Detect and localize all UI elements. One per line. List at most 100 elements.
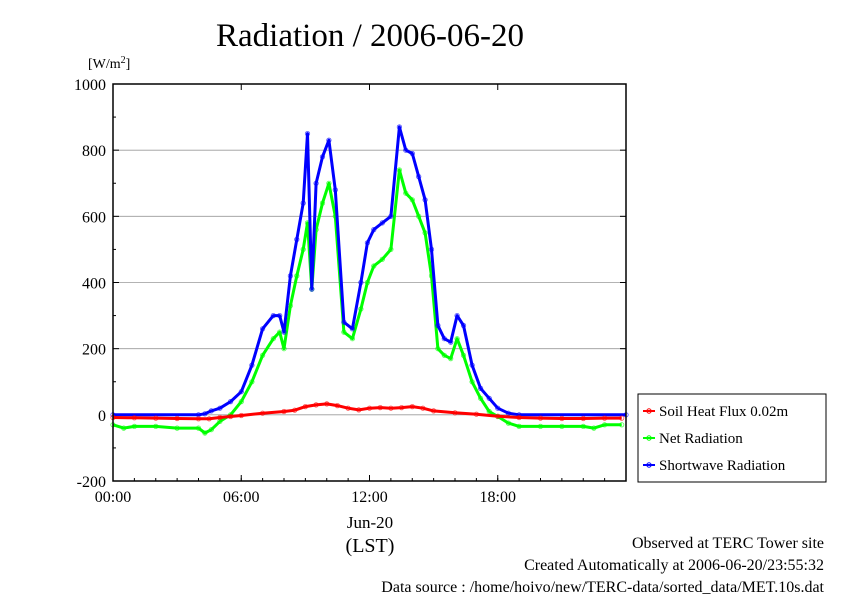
legend: Soil Heat Flux 0.02m Net Radiation Shortwa…	[637, 393, 827, 483]
data-point-net-radiation	[326, 180, 332, 186]
data-point-shortwave-radiation	[270, 312, 276, 319]
data-point-shortwave-radiation	[469, 362, 475, 368]
y-tick-label: 800	[82, 143, 106, 160]
data-point-net-radiation	[477, 395, 484, 401]
data-point-shortwave-radiation	[486, 395, 492, 401]
legend-marker-net-radiation	[646, 435, 652, 441]
data-point-shortwave-radiation	[349, 326, 355, 332]
data-point-net-radiation	[174, 425, 180, 431]
data-point-shortwave-radiation	[448, 339, 454, 345]
data-point-shortwave-radiation	[396, 124, 402, 130]
data-point-soil-heat-flux-0-02m	[516, 414, 522, 421]
y-axis-label-unit: [W/m	[88, 57, 121, 72]
series-line-soil-heat-flux-0-02m	[112, 402, 622, 421]
data-point-soil-heat-flux-0-02m	[409, 403, 415, 410]
data-point-net-radiation	[469, 379, 475, 385]
data-point-net-radiation	[460, 352, 467, 358]
data-point-net-radiation	[559, 423, 565, 429]
data-point-soil-heat-flux-0-02m	[174, 415, 180, 422]
data-point-net-radiation	[208, 427, 214, 433]
data-point-shortwave-radiation	[371, 227, 377, 233]
data-point-soil-heat-flux-0-02m	[398, 404, 405, 411]
data-point-net-radiation	[121, 425, 127, 431]
data-point-net-radiation	[591, 425, 597, 431]
data-point-shortwave-radiation	[341, 319, 347, 325]
footer-observed: Observed at TERC Tower site	[631, 535, 824, 552]
x-axis-date-label: Jun-20	[347, 513, 393, 532]
data-point-shortwave-radiation	[319, 154, 326, 160]
data-point-net-radiation	[319, 200, 326, 206]
data-point-shortwave-radiation	[409, 150, 415, 157]
x-axis-label: (LST)	[346, 535, 395, 557]
data-point-net-radiation	[281, 346, 287, 352]
y-axis-ticks: -200 0 200 400 600 800 1000	[74, 77, 626, 491]
data-point-net-radiation	[388, 246, 394, 252]
data-point-shortwave-radiation	[217, 405, 223, 411]
data-point-net-radiation	[300, 246, 306, 252]
series-group	[110, 124, 629, 436]
data-point-net-radiation	[396, 167, 402, 173]
data-point-net-radiation	[238, 398, 244, 405]
data-point-net-radiation	[270, 336, 276, 342]
y-axis-label-superscript: 2	[121, 55, 126, 66]
data-point-soil-heat-flux-0-02m	[377, 404, 383, 411]
x-tick-label: 00:00	[95, 489, 131, 506]
footer-created: Created Automatically at 2006-06-20/23:5…	[524, 557, 824, 574]
data-point-soil-heat-flux-0-02m	[452, 410, 458, 416]
data-point-net-radiation	[294, 273, 300, 279]
data-point-shortwave-radiation	[416, 174, 422, 180]
y-tick-label: 200	[82, 342, 106, 359]
y-tick-label: 400	[82, 276, 106, 293]
data-point-net-radiation	[131, 423, 137, 429]
data-point-soil-heat-flux-0-02m	[537, 415, 544, 421]
data-point-soil-heat-flux-0-02m	[388, 405, 394, 411]
data-point-soil-heat-flux-0-02m	[345, 405, 351, 411]
data-point-net-radiation	[358, 306, 364, 312]
data-point-soil-heat-flux-0-02m	[313, 402, 319, 408]
data-point-soil-heat-flux-0-02m	[228, 413, 234, 420]
chart-title: Radiation / 2006-06-20	[216, 18, 524, 54]
data-point-soil-heat-flux-0-02m	[559, 415, 565, 422]
data-point-soil-heat-flux-0-02m	[324, 401, 330, 407]
y-tick-label: -200	[77, 474, 106, 491]
data-point-soil-heat-flux-0-02m	[281, 408, 287, 415]
data-point-soil-heat-flux-0-02m	[580, 415, 586, 422]
data-point-net-radiation	[435, 346, 441, 352]
data-point-shortwave-radiation	[460, 322, 467, 329]
data-point-soil-heat-flux-0-02m	[259, 410, 266, 416]
data-point-shortwave-radiation	[364, 240, 370, 246]
data-point-soil-heat-flux-0-02m	[206, 416, 212, 422]
y-tick-label: 600	[82, 209, 106, 226]
x-tick-label: 18:00	[480, 489, 516, 506]
data-point-net-radiation	[580, 423, 586, 429]
footer-source: Data source : /home/hoivo/new/TERC-data/…	[381, 579, 824, 596]
data-point-soil-heat-flux-0-02m	[217, 414, 223, 421]
data-point-net-radiation	[379, 256, 385, 262]
legend-label-net-radiation: Net Radiation	[659, 431, 743, 447]
data-point-shortwave-radiation	[332, 187, 338, 193]
series-line-net-radiation	[112, 168, 622, 435]
data-point-shortwave-radiation	[304, 131, 311, 137]
x-axis-ticks: 00:00 06:00 12:00 18:00	[95, 84, 606, 506]
data-point-soil-heat-flux-0-02m	[292, 407, 298, 413]
data-point-net-radiation	[349, 336, 355, 342]
data-point-soil-heat-flux-0-02m	[131, 415, 137, 421]
data-point-shortwave-radiation	[477, 385, 484, 391]
data-point-shortwave-radiation	[313, 180, 319, 186]
legend-marker-soil-heat-flux-0-02m	[646, 408, 652, 414]
data-point-shortwave-radiation	[238, 389, 244, 395]
data-point-net-radiation	[249, 379, 255, 385]
data-point-net-radiation	[416, 213, 422, 219]
data-point-soil-heat-flux-0-02m	[430, 408, 437, 414]
data-point-net-radiation	[153, 423, 159, 429]
data-point-net-radiation	[341, 329, 347, 335]
data-point-soil-heat-flux-0-02m	[366, 405, 373, 411]
y-axis-label: [W/m2]	[88, 55, 130, 72]
data-point-shortwave-radiation	[358, 279, 364, 286]
legend-marker-shortwave-radiation	[646, 462, 652, 468]
data-point-shortwave-radiation	[228, 398, 234, 405]
data-point-net-radiation	[505, 420, 511, 426]
data-point-shortwave-radiation	[249, 362, 255, 368]
data-point-shortwave-radiation	[300, 200, 306, 206]
